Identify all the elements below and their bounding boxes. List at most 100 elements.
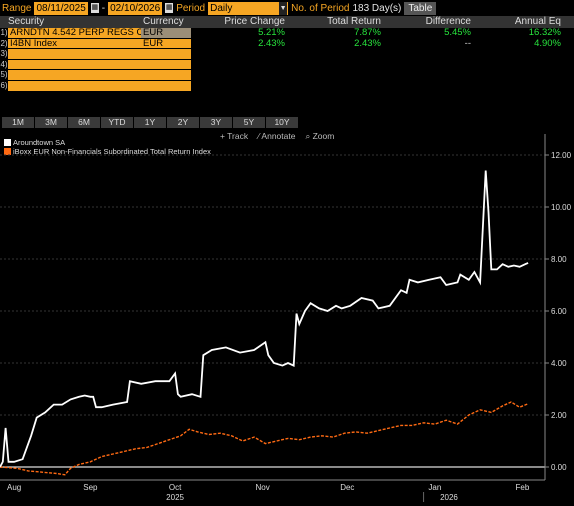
calendar-icon[interactable]: ▦ xyxy=(165,3,174,13)
security-field[interactable] xyxy=(8,70,141,81)
row-number: 3) xyxy=(0,49,8,59)
row-number: 2) xyxy=(0,38,8,48)
y-tick-label: 8.00 xyxy=(551,255,567,264)
total-return: 7.87% xyxy=(354,27,381,38)
legend-item[interactable]: iBoxx EUR Non-Financials Subordinated To… xyxy=(4,147,211,156)
price-chart[interactable]: 12.00 10.00 8.00 6.00 4.00 2.00 0.00 Aug Sep Oct N… xyxy=(0,130,574,506)
security-field[interactable] xyxy=(8,59,141,71)
range-6m-button[interactable]: 6M xyxy=(68,117,100,128)
y-tick-label: 4.00 xyxy=(551,359,567,368)
zoom-tool[interactable]: ⌕ Zoom xyxy=(305,131,334,142)
period-dropdown[interactable]: Daily ▼ xyxy=(208,1,289,15)
currency-field[interactable]: EUR xyxy=(141,38,191,50)
annual-eq: 4.90% xyxy=(534,37,561,49)
security-field[interactable]: I4BN Index xyxy=(8,38,141,50)
total-return: 2.43% xyxy=(354,37,381,49)
y-tick-label: 0.00 xyxy=(551,463,567,472)
x-tick-label: Oct xyxy=(169,483,182,492)
row-number: 1) xyxy=(0,28,8,37)
x-year-label: 2026 xyxy=(440,493,458,502)
legend-swatch xyxy=(4,148,11,155)
y-tick-label: 12.00 xyxy=(551,151,572,160)
x-tick-label: Dec xyxy=(340,483,354,492)
difference: 5.45% xyxy=(444,27,471,38)
zoom-label: Zoom xyxy=(312,131,335,141)
annual-eq: 16.32% xyxy=(528,27,561,38)
table-row: 5) xyxy=(0,70,574,81)
table-row: 2) I4BN Index EUR 2.43% 2.43% -- 4.90% xyxy=(0,37,574,50)
difference: -- xyxy=(464,37,471,49)
header-annual-eq[interactable]: Annual Eq xyxy=(514,16,561,27)
date-separator: - xyxy=(101,2,106,14)
table-header: Security Currency Price Change Total Ret… xyxy=(0,16,574,28)
legend-swatch xyxy=(4,139,11,146)
x-year-label: 2025 xyxy=(166,493,184,502)
price-change: 5.21% xyxy=(258,27,285,38)
bond-series-line xyxy=(0,170,529,468)
range-3m-button[interactable]: 3M xyxy=(35,117,67,128)
legend-label: Aroundtown SA xyxy=(13,138,66,147)
table-row: 4) xyxy=(0,59,574,71)
table-button[interactable]: Table xyxy=(404,1,437,15)
y-tick-label: 2.00 xyxy=(551,411,567,420)
table-row: 3) xyxy=(0,49,574,60)
annotate-tool[interactable]: ⁄ Annotate xyxy=(258,131,295,142)
x-tick-label: Aug xyxy=(7,483,21,492)
table-row: 6) xyxy=(0,80,574,92)
range-1m-button[interactable]: 1M xyxy=(2,117,34,128)
period-label: Period xyxy=(176,2,206,14)
range-bar: Range 08/11/2025 ▦ - 02/10/2026 ▦ Period… xyxy=(0,0,574,16)
index-series-line xyxy=(0,401,529,476)
row-number: 4) xyxy=(0,59,8,69)
currency-field[interactable] xyxy=(141,49,191,60)
end-date-field[interactable]: 02/10/2026 xyxy=(108,1,163,15)
row-number: 6) xyxy=(0,80,8,90)
header-security[interactable]: Security xyxy=(8,16,45,27)
x-tick-label: Sep xyxy=(83,483,98,492)
security-field[interactable] xyxy=(8,49,141,60)
range-label: Range xyxy=(2,2,32,14)
start-date-field[interactable]: 08/11/2025 xyxy=(34,1,88,15)
chart-legend: Aroundtown SA iBoxx EUR Non-Financials S… xyxy=(4,138,211,156)
track-tool[interactable]: + Track xyxy=(220,131,248,142)
security-field[interactable]: ARNDTN 4.542 PERP REGS Cor xyxy=(8,28,141,39)
x-tick-label: Nov xyxy=(255,483,269,492)
y-tick-label: 6.00 xyxy=(551,307,567,316)
table-row: 1) ARNDTN 4.542 PERP REGS Cor EUR 5.21% … xyxy=(0,27,574,39)
track-label: Track xyxy=(227,131,249,141)
range-10y-button[interactable]: 10Y xyxy=(266,117,298,128)
currency-field[interactable] xyxy=(141,80,191,92)
price-change: 2.43% xyxy=(258,37,285,49)
annotate-label: Annotate xyxy=(261,131,296,141)
range-2y-button[interactable]: 2Y xyxy=(167,117,199,128)
currency-field[interactable]: EUR xyxy=(141,27,191,39)
pencil-icon: ⁄ xyxy=(258,131,262,141)
calendar-icon[interactable]: ▦ xyxy=(90,3,99,13)
currency-field[interactable] xyxy=(141,70,191,81)
crosshair-icon: + xyxy=(220,131,228,141)
range-5y-button[interactable]: 5Y xyxy=(233,117,265,128)
header-difference[interactable]: Difference xyxy=(425,16,471,27)
range-ytd-button[interactable]: YTD xyxy=(101,117,133,128)
security-field[interactable] xyxy=(8,80,141,92)
chevron-down-icon: ▼ xyxy=(279,1,288,15)
header-price-change[interactable]: Price Change xyxy=(224,16,285,27)
securities-table: Security Currency Price Change Total Ret… xyxy=(0,16,574,92)
row-number: 5) xyxy=(0,70,8,80)
range-3y-button[interactable]: 3Y xyxy=(200,117,232,128)
range-1y-button[interactable]: 1Y xyxy=(134,117,166,128)
header-total-return[interactable]: Total Return xyxy=(327,16,381,27)
range-buttons: 1M 3M 6M YTD 1Y 2Y 3Y 5Y 10Y xyxy=(2,117,298,128)
chart-toolbar: + Track ⁄ Annotate ⌕ Zoom xyxy=(220,131,334,142)
legend-item[interactable]: Aroundtown SA xyxy=(4,138,211,147)
num-periods-value: 183 Day(s) xyxy=(352,2,402,14)
y-tick-label: 10.00 xyxy=(551,203,572,212)
period-value: Daily xyxy=(210,2,233,14)
x-tick-label: Feb xyxy=(516,483,530,492)
magnifier-icon: ⌕ xyxy=(305,131,313,141)
num-periods-label: No. of Period xyxy=(291,2,350,14)
legend-label: iBoxx EUR Non-Financials Subordinated To… xyxy=(13,147,211,156)
x-tick-label: Jan xyxy=(428,483,441,492)
header-currency[interactable]: Currency xyxy=(143,16,184,27)
currency-field[interactable] xyxy=(141,59,191,71)
